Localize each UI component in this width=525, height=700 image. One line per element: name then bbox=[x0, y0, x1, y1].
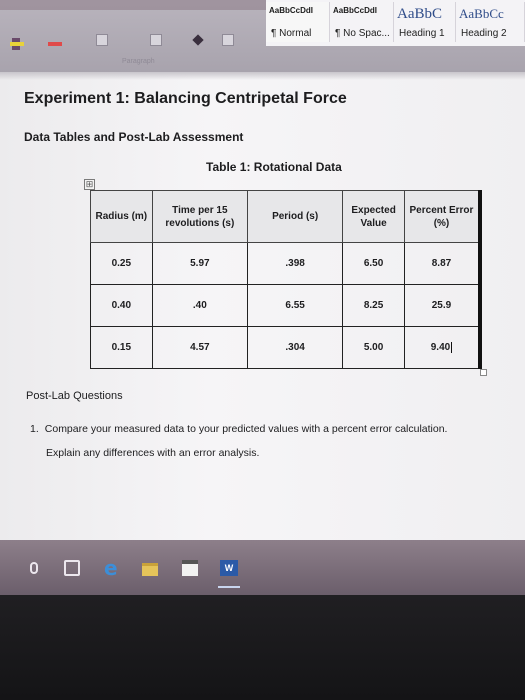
style-heading-2[interactable]: AaBbCc Heading 2 bbox=[456, 2, 525, 42]
ribbon-shadow bbox=[0, 72, 525, 80]
active-app-indicator bbox=[218, 586, 240, 588]
table-cell[interactable]: .40 bbox=[151, 284, 249, 327]
table-move-handle-icon[interactable]: ⊞ bbox=[84, 179, 95, 190]
document-subtitle: Data Tables and Post-Lab Assessment bbox=[24, 130, 244, 144]
question-line-2: Explain any differences with an error an… bbox=[46, 447, 260, 459]
document-title: Experiment 1: Balancing Centripetal Forc… bbox=[24, 90, 347, 107]
sort-icon[interactable] bbox=[150, 34, 162, 46]
word-app-icon[interactable]: W bbox=[220, 560, 238, 576]
paragraph-group-label: Paragraph bbox=[122, 58, 155, 65]
style-name: ¶ No Spac... bbox=[335, 28, 390, 39]
table-cell[interactable]: 0.40 bbox=[90, 284, 153, 327]
table-row: 0.15 4.57 .304 5.00 9.40 bbox=[90, 326, 482, 369]
table-cell[interactable]: .398 bbox=[247, 242, 344, 285]
taskbar bbox=[0, 540, 525, 595]
cell-text: 9.40 bbox=[430, 342, 451, 354]
table-cell[interactable]: 6.55 bbox=[247, 284, 344, 327]
table-cell[interactable]: 25.9 bbox=[403, 284, 482, 327]
header-time[interactable]: Time per 15 revolutions (s) bbox=[151, 190, 249, 243]
style-name: Heading 1 bbox=[399, 28, 445, 39]
ribbon-tab-bar bbox=[0, 0, 525, 10]
table-caption: Table 1: Rotational Data bbox=[206, 160, 342, 174]
header-expected[interactable]: Expected Value bbox=[342, 190, 405, 243]
table-cell[interactable]: 0.15 bbox=[90, 326, 153, 369]
monitor-bezel bbox=[0, 595, 525, 700]
borders-icon[interactable] bbox=[222, 34, 234, 46]
table-header-row: Radius (m) Time per 15 revolutions (s) P… bbox=[90, 190, 482, 243]
style-normal[interactable]: AaBbCcDdI ¶ Normal bbox=[266, 2, 330, 42]
font-color-icon[interactable] bbox=[48, 42, 62, 46]
table-row: 0.40 .40 6.55 8.25 25.9 bbox=[90, 284, 482, 327]
question-number: 1. bbox=[30, 423, 39, 435]
question-line-1: Compare your measured data to your predi… bbox=[44, 423, 448, 435]
table-cell[interactable]: 8.25 bbox=[342, 284, 405, 327]
table-cell-active[interactable]: 9.40 bbox=[403, 326, 482, 369]
style-preview: AaBbC bbox=[397, 6, 442, 22]
table-cell[interactable]: 6.50 bbox=[342, 242, 405, 285]
table-cell[interactable]: 5.00 bbox=[342, 326, 405, 369]
table-cell[interactable]: .304 bbox=[247, 326, 344, 369]
bullets-icon[interactable] bbox=[96, 34, 108, 46]
header-radius[interactable]: Radius (m) bbox=[90, 190, 153, 243]
table-cell[interactable]: 4.57 bbox=[151, 326, 249, 369]
styles-gallery: AaBbCcDdI ¶ Normal AaBbCcDdI ¶ No Spac..… bbox=[266, 0, 525, 46]
style-heading-1[interactable]: AaBbC Heading 1 bbox=[394, 2, 456, 42]
header-percent-error[interactable]: Percent Error (%) bbox=[403, 190, 482, 243]
header-period[interactable]: Period (s) bbox=[247, 190, 344, 243]
table-cell[interactable]: 8.87 bbox=[403, 242, 482, 285]
postlab-heading: Post-Lab Questions bbox=[26, 390, 123, 402]
edge-browser-icon[interactable]: e bbox=[104, 556, 118, 580]
style-no-spacing[interactable]: AaBbCcDdI ¶ No Spac... bbox=[330, 2, 394, 42]
table-row: 0.25 5.97 .398 6.50 8.87 bbox=[90, 242, 482, 285]
style-preview: AaBbCcDdI bbox=[269, 6, 314, 15]
rotational-data-table[interactable]: Radius (m) Time per 15 revolutions (s) P… bbox=[90, 190, 482, 369]
store-icon[interactable] bbox=[182, 560, 198, 576]
search-icon[interactable] bbox=[30, 562, 38, 574]
highlight-color-icon[interactable] bbox=[10, 42, 24, 46]
question-1: 1. Compare your measured data to your pre… bbox=[30, 423, 447, 435]
style-preview: AaBbCcDdI bbox=[333, 6, 378, 15]
text-cursor bbox=[451, 341, 453, 353]
style-name: Heading 2 bbox=[461, 28, 507, 39]
style-name: ¶ Normal bbox=[271, 28, 312, 39]
table-cell[interactable]: 0.25 bbox=[90, 242, 153, 285]
style-preview: AaBbCc bbox=[459, 6, 504, 21]
table-resize-handle[interactable] bbox=[480, 369, 487, 376]
task-view-icon[interactable] bbox=[64, 560, 80, 576]
file-explorer-icon[interactable] bbox=[142, 563, 158, 576]
table-cell[interactable]: 5.97 bbox=[151, 242, 249, 285]
